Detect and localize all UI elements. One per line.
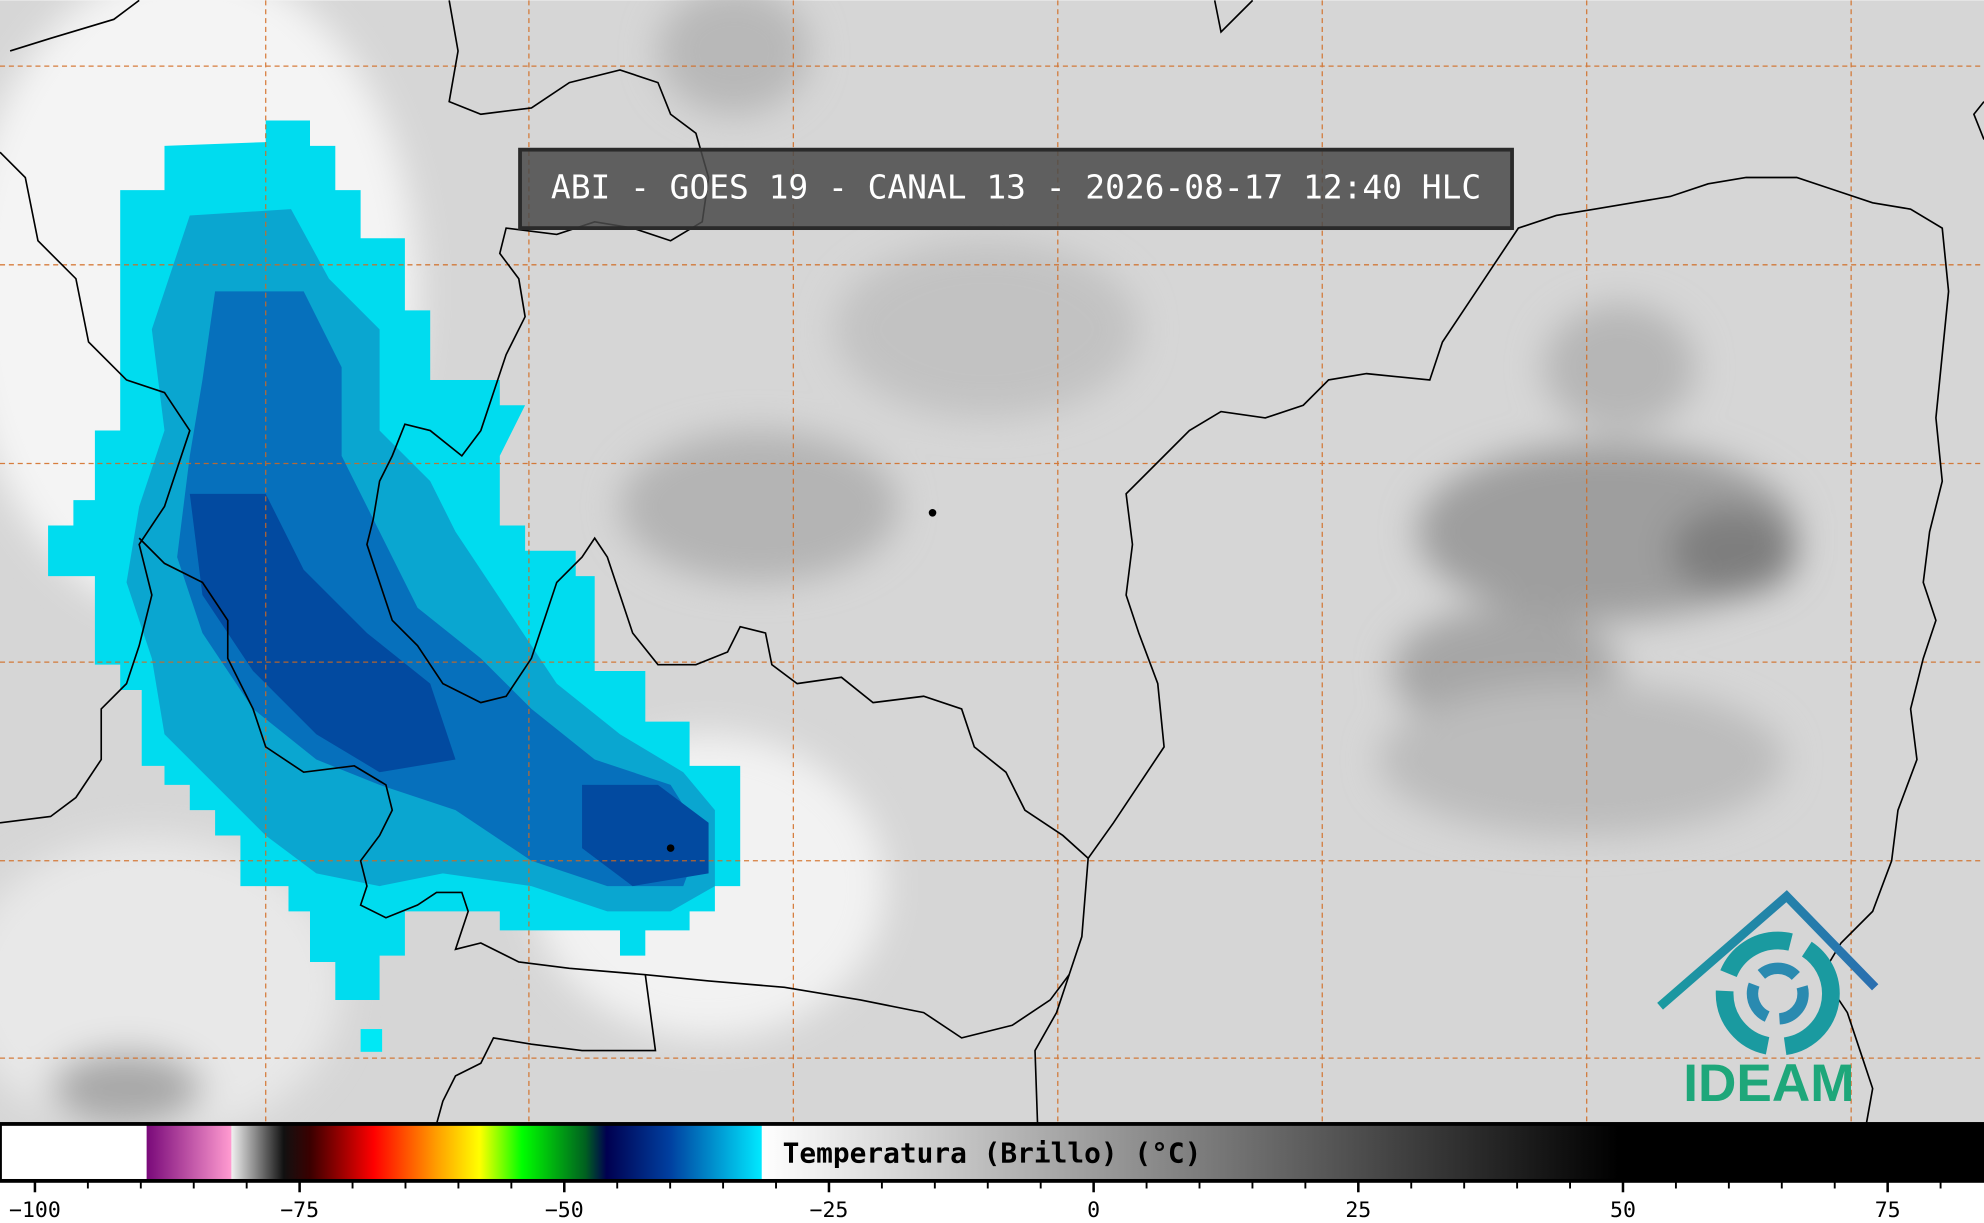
title-box: ABI - GOES 19 - CANAL 13 - 2026-08-17 12…	[518, 147, 1514, 231]
tick-label: −25	[810, 1198, 849, 1223]
tick-label: 0	[1087, 1198, 1100, 1223]
logo-text: IDEAM	[1683, 1054, 1854, 1113]
colorbar: Temperatura (Brillo) (°C) −100 −75 −50 −25 0…	[0, 1122, 1984, 1223]
tick-label: 25	[1345, 1198, 1371, 1223]
tick-label: −75	[280, 1198, 319, 1223]
tick-label: −50	[545, 1198, 584, 1223]
city-marker	[666, 844, 675, 852]
tick-label: 50	[1610, 1198, 1636, 1223]
tick-label: −100	[9, 1198, 61, 1223]
city-marker	[928, 509, 937, 517]
colorbar-label: Temperatura (Brillo) (°C)	[783, 1136, 1202, 1169]
colorbar-bar	[0, 1122, 1984, 1183]
title: ABI - GOES 19 - CANAL 13 - 2026-08-17 12…	[551, 167, 1481, 206]
logo: IDEAM	[1657, 890, 1879, 1113]
tick-label: 75	[1875, 1198, 1901, 1223]
